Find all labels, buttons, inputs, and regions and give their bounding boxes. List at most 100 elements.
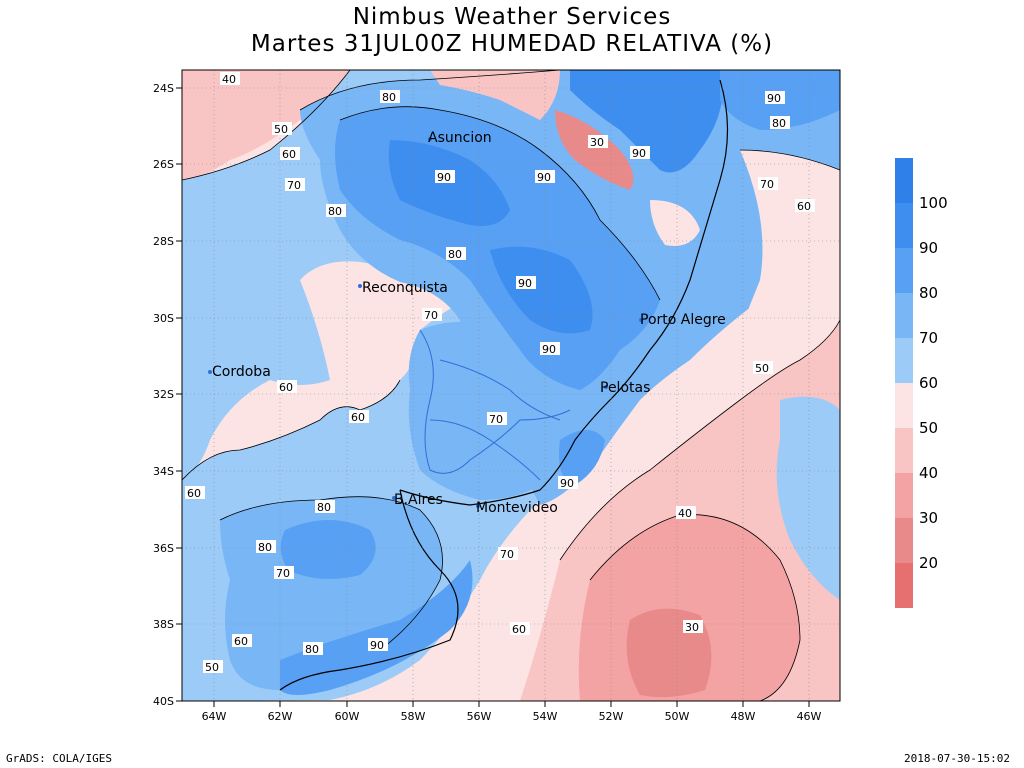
- contour-label: 60: [510, 622, 530, 636]
- lat-tick-label: 40S: [153, 695, 174, 708]
- contour-labels: 40 80 50 60 70 80 90 90 30 90 90: [185, 72, 815, 674]
- contour-label: 80: [315, 500, 335, 514]
- svg-text:90: 90: [560, 477, 574, 490]
- contour-label: 90: [630, 146, 650, 160]
- svg-text:70: 70: [760, 178, 774, 191]
- lon-tick-label: 50W: [665, 710, 690, 723]
- contour-label: 80: [770, 116, 790, 130]
- svg-text:Porto Alegre: Porto Alegre: [640, 312, 726, 328]
- lat-tick-label: 38S: [153, 618, 174, 631]
- legend-swatch: [895, 248, 913, 293]
- legend-label: 100: [919, 194, 948, 212]
- city-cordoba: Cordoba: [208, 364, 271, 380]
- svg-text:50: 50: [755, 362, 769, 375]
- svg-text:90: 90: [518, 277, 532, 290]
- svg-text:60: 60: [797, 200, 811, 213]
- city-porto-alegre: Porto Alegre: [639, 312, 726, 328]
- contour-label: 50: [753, 361, 773, 375]
- contour-label: 70: [422, 308, 442, 322]
- lon-tick-label: 54W: [533, 710, 558, 723]
- contour-label: 70: [487, 412, 507, 426]
- svg-text:70: 70: [500, 548, 514, 561]
- legend-label: 50: [919, 419, 938, 437]
- contour-label: 90: [516, 276, 536, 290]
- svg-text:Cordoba: Cordoba: [212, 364, 271, 380]
- legend-swatch: [895, 383, 913, 428]
- svg-text:Pelotas: Pelotas: [600, 380, 650, 396]
- contour-label: 40: [676, 506, 696, 520]
- svg-text:70: 70: [287, 179, 301, 192]
- footer-credit: GrADS: COLA/IGES: [6, 752, 112, 765]
- svg-text:60: 60: [234, 635, 248, 648]
- contour-label: 60: [185, 486, 205, 500]
- svg-text:80: 80: [305, 643, 319, 656]
- contour-label: 80: [256, 540, 276, 554]
- svg-text:60: 60: [187, 487, 201, 500]
- svg-text:60: 60: [512, 623, 526, 636]
- title-line-1: Nimbus Weather Services: [352, 4, 672, 30]
- legend-label: 80: [919, 284, 938, 302]
- contour-label: 30: [683, 620, 703, 634]
- legend-swatch: [895, 563, 913, 608]
- contour-label: 50: [272, 122, 292, 136]
- fill-50-60-ne: [650, 200, 700, 246]
- river-3: [429, 419, 541, 481]
- contour-label: 70: [758, 177, 778, 191]
- coastline-brazil: [539, 79, 729, 491]
- contour-label: 70: [285, 178, 305, 192]
- legend-label: 90: [919, 239, 938, 257]
- fill-60-70-e: [776, 396, 840, 600]
- contour-label: 40: [220, 72, 240, 86]
- lon-tick-label: 46W: [797, 710, 822, 723]
- footer-timestamp: 2018-07-30-15:02: [904, 752, 1010, 765]
- contour-label: 70: [274, 566, 294, 580]
- svg-text:40: 40: [222, 73, 236, 86]
- fill-90-100-c: [570, 70, 723, 173]
- svg-text:40: 40: [678, 507, 692, 520]
- contour-label: 90: [435, 170, 455, 184]
- lat-tick-label: 32S: [153, 388, 174, 401]
- legend-label: 30: [919, 509, 938, 527]
- contour-label: 90: [368, 638, 388, 652]
- contour-label: 90: [540, 342, 560, 356]
- plot-frame: [181, 69, 841, 702]
- legend-swatch: [895, 428, 913, 473]
- fill-70-80-uy: [408, 322, 568, 500]
- svg-text:50: 50: [205, 661, 219, 674]
- contour-label: 60: [349, 410, 369, 424]
- svg-text:50: 50: [274, 123, 288, 136]
- svg-text:70: 70: [424, 309, 438, 322]
- legend-swatch: [895, 473, 913, 518]
- contour-label: 60: [280, 147, 300, 161]
- svg-text:80: 80: [448, 248, 462, 261]
- river-1: [419, 329, 571, 474]
- coastline-plata: [399, 489, 541, 506]
- legend-swatch: [895, 293, 913, 338]
- city-buenos-aires: B.Aires: [392, 492, 443, 508]
- fill-80-90-coast: [280, 560, 473, 695]
- city-reconquista: Reconquista: [358, 280, 448, 296]
- city-pelotas: Pelotas: [600, 380, 650, 396]
- contour-label: 80: [326, 204, 346, 218]
- svg-text:B.Aires: B.Aires: [394, 492, 443, 508]
- svg-text:90: 90: [767, 92, 781, 105]
- lon-tick-label: 58W: [401, 710, 426, 723]
- contour-label: 30: [588, 135, 608, 149]
- lat-tick-label: 34S: [153, 465, 174, 478]
- contour-label: 70: [498, 547, 518, 561]
- svg-text:90: 90: [370, 639, 384, 652]
- city-asuncion: Asuncion: [428, 130, 492, 146]
- city-montevideo: Montevideo: [476, 500, 558, 516]
- river-2: [439, 359, 561, 421]
- svg-text:90: 90: [632, 147, 646, 160]
- lon-tick-label: 56W: [467, 710, 492, 723]
- legend-label: 60: [919, 374, 938, 392]
- lon-tick-label: 60W: [335, 710, 360, 723]
- fill-90-100-b: [490, 246, 593, 334]
- lat-tick-label: 26S: [153, 158, 174, 171]
- svg-text:70: 70: [276, 567, 290, 580]
- contour-label: 60: [795, 199, 815, 213]
- contour-label: 80: [446, 247, 466, 261]
- city-markers: Asuncion Reconquista Cordoba Porto Alegr…: [208, 130, 726, 516]
- lon-ticks: 64W 62W 60W 58W 56W 54W 52W 50W 48W 46W: [202, 701, 822, 723]
